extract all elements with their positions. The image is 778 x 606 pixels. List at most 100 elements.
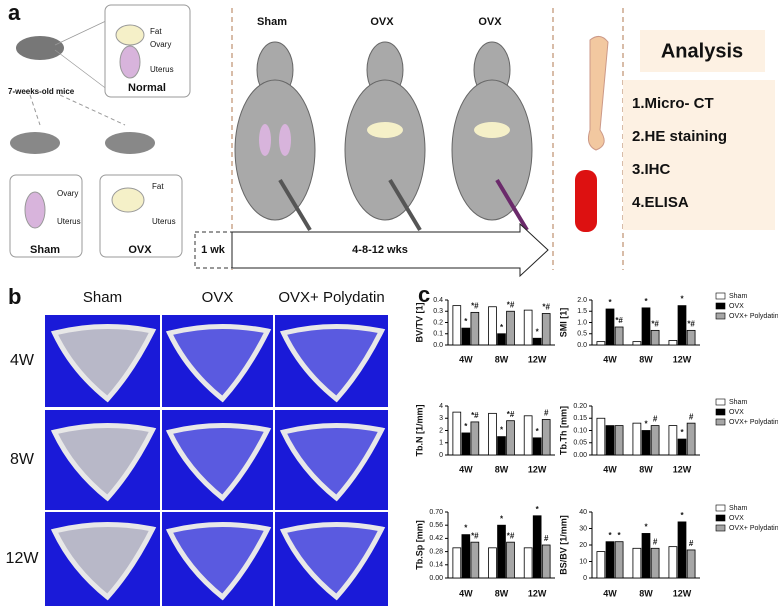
- group-label: OVX: [370, 16, 394, 28]
- bar: [632, 341, 642, 346]
- significance-label: *#: [507, 531, 515, 540]
- y-tick-label: 1: [439, 440, 443, 447]
- significance-label: #: [653, 537, 658, 546]
- bar: [614, 425, 624, 456]
- significance-label: *: [644, 420, 648, 429]
- x-tick-label: 4W: [603, 354, 617, 364]
- y-axis-label: BS/BV [1/mm]: [558, 515, 568, 575]
- legend-label: OVX+ Polydatin: [729, 313, 778, 320]
- legend-label: OVX: [729, 409, 744, 416]
- uterus: [24, 191, 46, 229]
- significance-label: *: [608, 531, 612, 540]
- legend-swatch: [715, 408, 726, 416]
- box-title: OVX: [128, 244, 152, 256]
- bar: [506, 420, 515, 456]
- bone-section: [50, 522, 157, 601]
- organ-label: Fat: [152, 182, 164, 191]
- significance-label: *: [464, 317, 468, 326]
- bar: [605, 308, 615, 346]
- bar: [497, 333, 506, 346]
- legend-swatch: [715, 312, 726, 320]
- significance-label: *: [464, 524, 468, 533]
- x-tick-label: 4W: [603, 588, 617, 598]
- significance-label: *#: [471, 411, 479, 420]
- analysis-item: 3.IHC: [632, 161, 671, 178]
- legend-label: OVX: [729, 515, 744, 522]
- analysis-title: Analysis: [661, 40, 743, 62]
- y-tick-label: 1.5: [577, 308, 587, 315]
- x-tick-label: 8W: [495, 464, 509, 474]
- timeline-label: 1 wk: [201, 244, 226, 256]
- y-tick-label: 0.42: [429, 535, 443, 542]
- panel-a-art: [9, 4, 775, 278]
- bar: [461, 327, 471, 346]
- y-tick-label: 0.28: [429, 548, 443, 555]
- mouse-label: 7-weeks-old mice: [8, 87, 75, 96]
- significance-label: *#: [542, 303, 550, 312]
- x-tick-label: 12W: [528, 588, 547, 598]
- row-label: 8W: [10, 451, 35, 468]
- bar: [677, 438, 687, 456]
- bar: [641, 533, 651, 579]
- significance-label: *#: [507, 300, 515, 309]
- bar: [488, 412, 497, 456]
- analysis-item: 4.ELISA: [632, 194, 689, 211]
- significance-label: *#: [687, 319, 695, 328]
- x-tick-label: 4W: [459, 464, 473, 474]
- significance-label: *: [680, 295, 684, 304]
- significance-label: *: [464, 422, 468, 431]
- bar: [596, 417, 606, 456]
- bar: [686, 549, 696, 579]
- legend-label: OVX+ Polydatin: [729, 419, 778, 426]
- bar: [532, 515, 542, 579]
- bar: [470, 311, 480, 346]
- legend-label: Sham: [729, 505, 747, 512]
- bar: [532, 337, 542, 346]
- bar: [677, 521, 687, 579]
- organ-label: Uterus: [150, 65, 174, 74]
- legend-swatch: [715, 514, 726, 522]
- y-tick-label: 30: [579, 525, 587, 532]
- significance-label: *#: [651, 319, 659, 328]
- significance-label: *#: [615, 316, 623, 325]
- legend-swatch: [715, 418, 726, 426]
- significance-label: *#: [471, 301, 479, 310]
- y-tick-label: 0.14: [429, 562, 443, 569]
- organ-label: Uterus: [152, 217, 176, 226]
- significance-label: *: [500, 514, 504, 523]
- bar: [641, 307, 651, 346]
- x-tick-label: 8W: [639, 464, 653, 474]
- bar: [506, 541, 515, 579]
- timeline-arrow: [231, 222, 549, 278]
- bar: [452, 547, 462, 579]
- y-tick-label: 0: [439, 452, 443, 459]
- x-tick-label: 4W: [603, 464, 617, 474]
- significance-label: *: [536, 327, 540, 336]
- y-tick-label: 0.10: [573, 427, 587, 434]
- bone: [588, 36, 609, 151]
- mouse-icon: [105, 132, 155, 154]
- syringe: [388, 178, 422, 232]
- y-tick-label: 0.70: [429, 509, 443, 516]
- y-tick-label: 0.0: [577, 342, 587, 349]
- bar: [668, 425, 678, 456]
- column-label: OVX+ Polydatin: [278, 289, 384, 306]
- bone-section: [165, 423, 272, 502]
- y-tick-label: 2: [439, 427, 443, 434]
- analysis-box: [623, 80, 775, 230]
- bar: [605, 425, 615, 456]
- significance-label: #: [689, 412, 694, 421]
- significance-label: *: [500, 323, 504, 332]
- significance-label: *: [644, 523, 648, 532]
- organ-label: Uterus: [57, 217, 81, 226]
- x-tick-label: 12W: [528, 354, 547, 364]
- pointer: [54, 19, 109, 46]
- box-title: Sham: [30, 244, 60, 256]
- group-label: Sham: [257, 16, 287, 28]
- bar: [596, 551, 606, 579]
- organ-label: Fat: [150, 27, 162, 36]
- significance-label: *: [608, 298, 612, 307]
- bar: [523, 309, 533, 346]
- y-tick-label: 0.00: [429, 575, 443, 582]
